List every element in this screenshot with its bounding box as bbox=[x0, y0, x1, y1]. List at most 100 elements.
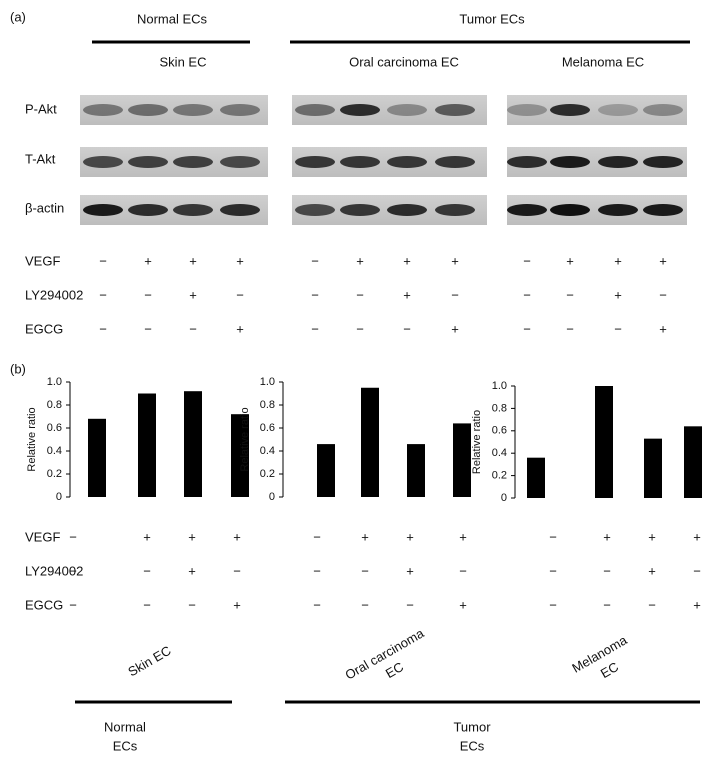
treatment-label: LY294002 bbox=[25, 563, 83, 578]
group-label: Normal bbox=[104, 719, 146, 734]
bar bbox=[644, 438, 662, 498]
treatment-sign: + bbox=[236, 321, 244, 336]
blot-band bbox=[173, 156, 213, 168]
blot-band bbox=[295, 104, 335, 116]
blot-band bbox=[220, 104, 260, 116]
blot-band bbox=[83, 156, 123, 168]
treatment-sign: + bbox=[233, 597, 241, 612]
treatment-sign: − bbox=[99, 287, 107, 302]
treatment-sign: + bbox=[406, 563, 414, 578]
treatment-sign: + bbox=[659, 321, 667, 336]
treatment-sign: − bbox=[99, 321, 107, 336]
y-tick-label: 0.2 bbox=[260, 468, 275, 480]
treatment-sign: − bbox=[313, 529, 321, 544]
y-axis-label: Relative ratio bbox=[239, 407, 251, 471]
treatment-sign: − bbox=[69, 597, 77, 612]
y-tick-label: 0.8 bbox=[47, 399, 62, 411]
treatment-label: VEGF bbox=[25, 253, 60, 268]
blot-band bbox=[128, 104, 168, 116]
treatment-sign: + bbox=[403, 287, 411, 302]
treatment-sign: + bbox=[189, 287, 197, 302]
treatment-sign: − bbox=[233, 563, 241, 578]
blot-row-label: T-Akt bbox=[25, 151, 56, 166]
treatment-sign: − bbox=[144, 287, 152, 302]
treatment-sign: − bbox=[356, 287, 364, 302]
treatment-sign: − bbox=[143, 597, 151, 612]
blot-row-label: P-Akt bbox=[25, 101, 57, 116]
bar bbox=[684, 426, 702, 498]
blot-band bbox=[507, 204, 547, 216]
y-tick-label: 0.6 bbox=[47, 422, 62, 434]
x-axis-label: EC bbox=[598, 659, 621, 681]
treatment-sign: − bbox=[143, 563, 151, 578]
blot-band bbox=[220, 204, 260, 216]
blot-band bbox=[340, 104, 380, 116]
panel-label: (a) bbox=[10, 9, 26, 24]
treatment-sign: − bbox=[236, 287, 244, 302]
bar bbox=[231, 414, 249, 497]
blot-band bbox=[295, 156, 335, 168]
treatment-sign: − bbox=[459, 563, 467, 578]
treatment-sign: − bbox=[451, 287, 459, 302]
x-axis-label: Skin EC bbox=[125, 643, 173, 679]
group-label: Tumor ECs bbox=[459, 11, 525, 26]
cell-type: Melanoma EC bbox=[562, 54, 644, 69]
blot-band bbox=[83, 204, 123, 216]
cell-type: Oral carcinoma EC bbox=[349, 54, 459, 69]
treatment-sign: + bbox=[614, 253, 622, 268]
treatment-sign: + bbox=[451, 321, 459, 336]
y-tick-label: 0 bbox=[501, 492, 507, 504]
treatment-sign: − bbox=[523, 253, 531, 268]
blot-band bbox=[598, 204, 638, 216]
blot-band bbox=[128, 204, 168, 216]
y-axis-label: Relative ratio bbox=[26, 407, 38, 471]
treatment-sign: + bbox=[693, 529, 701, 544]
y-tick-label: 0 bbox=[269, 491, 275, 503]
treatment-label: EGCG bbox=[25, 597, 63, 612]
treatment-sign: − bbox=[99, 253, 107, 268]
y-tick-label: 0.8 bbox=[260, 399, 275, 411]
blot-band bbox=[507, 104, 547, 116]
y-tick-label: 0.6 bbox=[492, 425, 507, 437]
blot-band bbox=[173, 104, 213, 116]
blot-band bbox=[643, 204, 683, 216]
blot-band bbox=[550, 204, 590, 216]
treatment-sign: + bbox=[406, 529, 414, 544]
group-label: ECs bbox=[113, 738, 138, 753]
blot-band bbox=[340, 204, 380, 216]
treatment-sign: + bbox=[659, 253, 667, 268]
bar bbox=[361, 387, 379, 497]
y-tick-label: 1.0 bbox=[260, 376, 275, 388]
treatment-label: EGCG bbox=[25, 321, 63, 336]
y-tick-label: 0.6 bbox=[260, 422, 275, 434]
blot-band bbox=[295, 204, 335, 216]
bar bbox=[453, 423, 471, 497]
treatment-sign: − bbox=[549, 529, 557, 544]
bar bbox=[184, 391, 202, 497]
bar bbox=[88, 418, 106, 497]
y-tick-label: 0.8 bbox=[492, 402, 507, 414]
bar bbox=[407, 444, 425, 497]
treatment-sign: − bbox=[693, 563, 701, 578]
blot bbox=[80, 95, 268, 125]
treatment-sign: + bbox=[459, 597, 467, 612]
treatment-sign: − bbox=[614, 321, 622, 336]
y-tick-label: 0.2 bbox=[492, 470, 507, 482]
treatment-sign: − bbox=[311, 321, 319, 336]
treatment-sign: − bbox=[361, 597, 369, 612]
treatment-sign: − bbox=[311, 287, 319, 302]
blot-band bbox=[550, 104, 590, 116]
treatment-sign: − bbox=[403, 321, 411, 336]
blot-band bbox=[173, 204, 213, 216]
y-tick-label: 0.2 bbox=[47, 468, 62, 480]
treatment-sign: + bbox=[648, 529, 656, 544]
blot-band bbox=[435, 156, 475, 168]
blot-band bbox=[387, 156, 427, 168]
treatment-sign: + bbox=[566, 253, 574, 268]
treatment-sign: + bbox=[233, 529, 241, 544]
blot-band bbox=[550, 156, 590, 168]
treatment-sign: − bbox=[361, 563, 369, 578]
treatment-sign: + bbox=[451, 253, 459, 268]
blot-band bbox=[507, 156, 547, 168]
